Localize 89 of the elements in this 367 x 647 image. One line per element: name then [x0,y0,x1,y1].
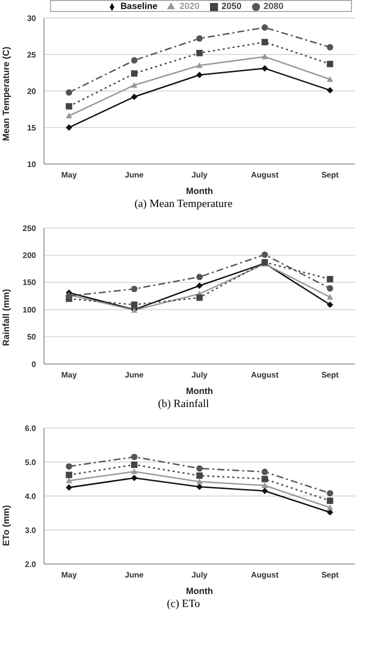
y-tick-label: 20 [27,86,37,96]
point [326,76,334,82]
point [196,472,203,479]
x-tick-label: July [191,170,208,180]
x-tick-label: Sept [321,370,339,380]
x-tick-label: July [191,370,208,380]
point [262,468,268,476]
x-axis-title: Month [186,186,213,196]
x-tick-label: May [61,370,78,380]
y-tick-label: 5.0 [24,458,37,467]
point [131,94,138,100]
text: (a) Mean Temperature [134,198,234,212]
point [196,484,203,490]
y-tick-label: 30 [27,14,37,23]
x-tick-label: June [124,570,144,580]
point [131,82,138,88]
point [196,294,203,301]
point [66,112,72,118]
legend-label: 2050 [222,1,242,11]
legend-label: Baseline [120,1,158,11]
y-tick-label: 2.0 [24,560,37,569]
y-tick-label: 250 [22,224,37,233]
y-tick-label: 50 [27,332,37,342]
x-tick-label: Sept [321,170,339,180]
point [131,468,138,474]
point [196,62,203,68]
y-tick-label: 10 [27,160,37,169]
point [262,482,268,488]
y-tick-label: 6.0 [24,424,37,433]
x-axis-title: Month [186,386,213,396]
text: (c) ETo [166,598,202,612]
point [262,38,268,46]
point [196,465,203,472]
point [196,478,203,484]
x-tick-label: June [124,370,144,380]
y-axis-title: Mean Temperature (C) [1,46,12,141]
x-tick-label: July [191,570,208,580]
point [66,472,72,478]
text: (b) Rainfall [156,398,210,412]
point [326,276,334,282]
point [66,484,72,491]
x-tick-label: June [124,170,144,180]
point [131,462,138,468]
y-tick-label: 100 [22,305,37,314]
point [196,72,203,78]
point [262,251,268,258]
point [131,302,138,308]
legend-label: 2080 [264,1,284,11]
point [262,488,268,494]
y-tick-label: 25 [27,50,37,60]
point [326,490,334,496]
point [66,103,72,110]
point [196,274,203,280]
point [66,463,72,470]
y-axis-title: Rainfall (mm) [1,288,12,346]
legend-label: 2020 [179,1,200,11]
y-tick-label: 150 [22,278,37,288]
x-tick-label: August [250,570,279,580]
point [131,454,138,460]
point [66,124,72,131]
x-tick-label: May [61,570,78,580]
y-tick-label: 200 [22,251,37,260]
point [66,478,72,484]
point [131,57,138,64]
x-axis-title: Month [186,586,213,596]
y-tick-label: 3.0 [24,526,37,535]
point [262,53,268,60]
point [326,509,334,516]
y-tick-label: 15 [27,123,37,132]
x-tick-label: August [250,370,279,380]
point [196,35,203,42]
y-axis-title: ETo (mm) [1,505,12,546]
point [326,285,334,292]
point [326,294,334,300]
x-tick-label: August [250,170,279,180]
point [131,286,138,292]
point [326,44,334,50]
point [262,24,268,31]
y-tick-label: 0 [32,360,37,369]
point [326,504,334,510]
x-tick-label: Sept [321,570,339,580]
point [262,65,268,72]
point [262,476,268,482]
x-tick-label: May [61,170,78,180]
point [66,89,72,96]
point [131,70,138,77]
point [196,282,203,289]
point [326,498,334,504]
y-tick-label: 4.0 [24,492,37,501]
